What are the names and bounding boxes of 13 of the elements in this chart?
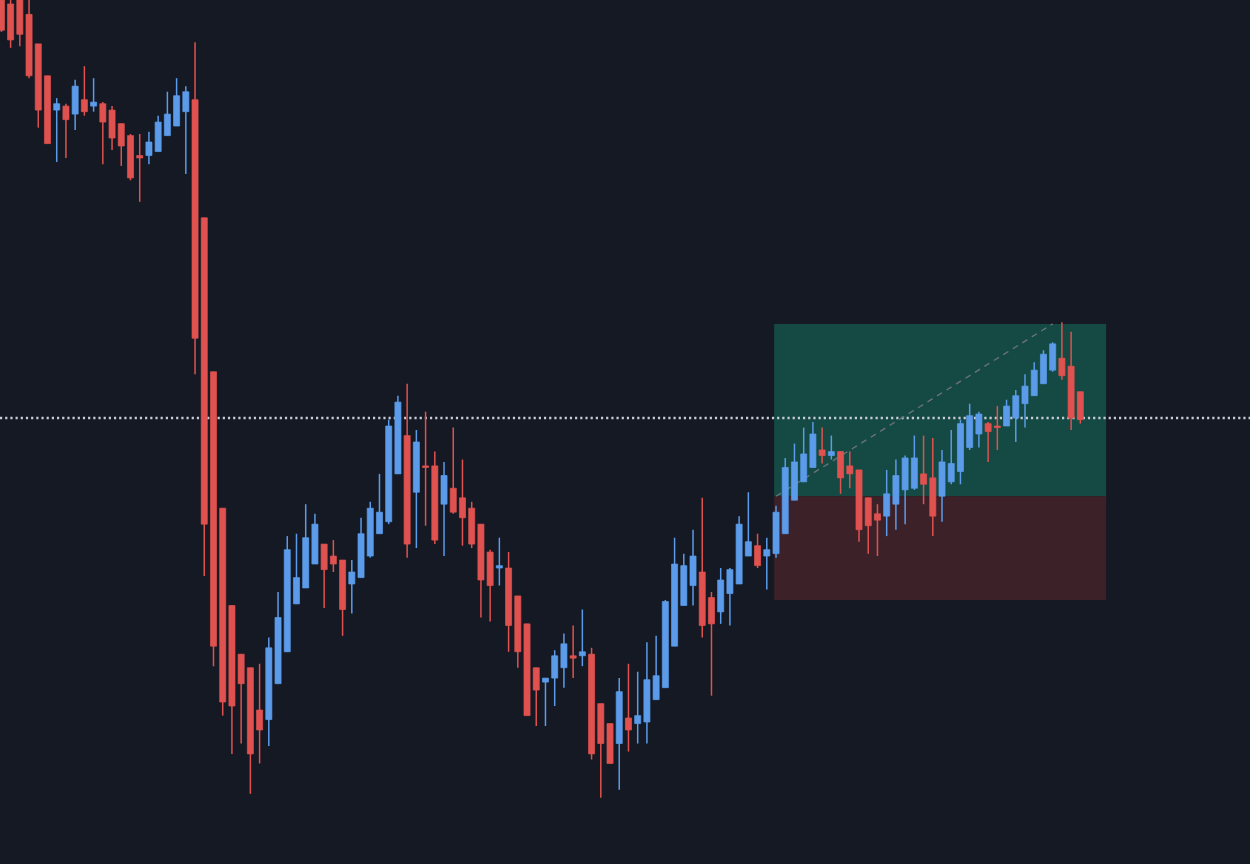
- candlestick: [827, 434, 835, 461]
- candlestick: [90, 77, 97, 113]
- candlestick: [53, 97, 61, 163]
- candlestick: [440, 461, 448, 557]
- candlestick: [71, 79, 79, 131]
- candlestick: [62, 102, 70, 159]
- candlestick: [495, 536, 503, 587]
- candlestick: [80, 65, 88, 117]
- candlestick: [818, 426, 826, 465]
- candlestick: [625, 663, 632, 753]
- candlestick: [569, 624, 577, 679]
- candlestick: [754, 532, 761, 569]
- candlestick: [578, 608, 586, 667]
